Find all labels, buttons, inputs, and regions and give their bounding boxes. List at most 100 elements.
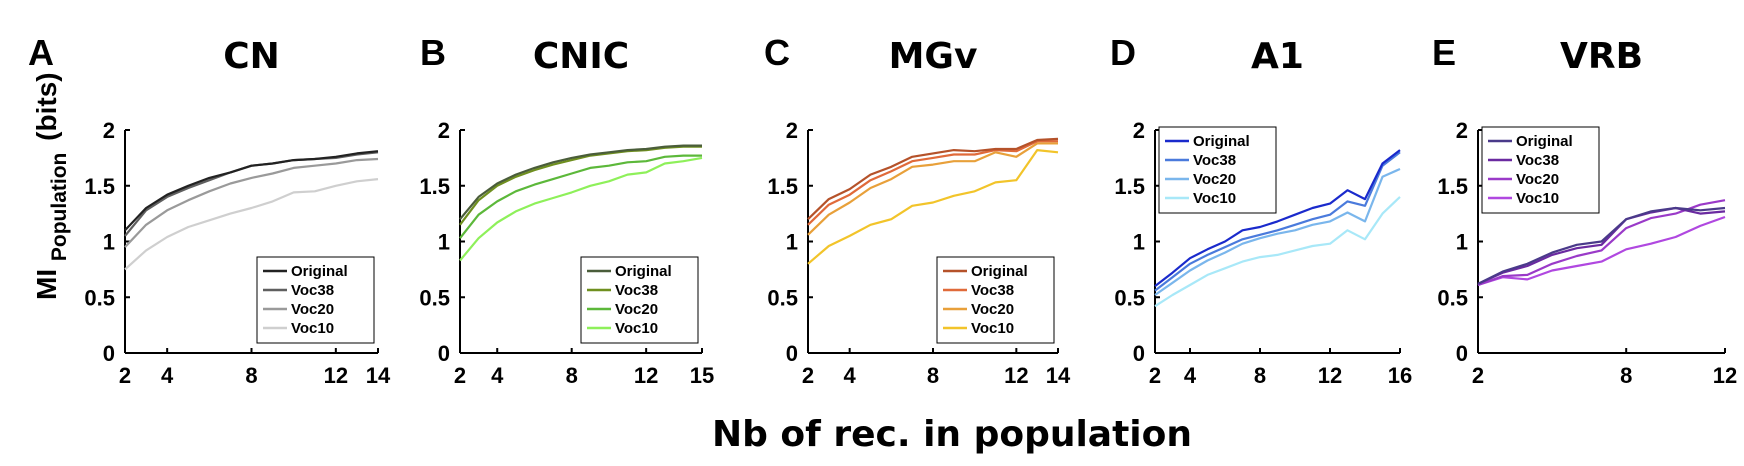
panel-e: E VRB 0 0.5 1 1.5 2 2 8 12 Original Voc38 Voc20 Voc10 [1432, 32, 1737, 388]
x-tick-label: 4 [161, 363, 174, 388]
y-tick-label: 1.5 [84, 174, 115, 199]
y-tick-label: 1.5 [419, 174, 450, 199]
series-line-original [459, 144, 702, 220]
series-line-voc10 [459, 156, 703, 262]
x-tick-label: 8 [1254, 363, 1266, 388]
y-tick-label: 0.5 [767, 285, 798, 310]
x-tick-label: 8 [927, 363, 939, 388]
legend: Original Voc38 Voc20 Voc10 [580, 256, 699, 344]
legend-label: Voc10 [1516, 190, 1559, 207]
legend-label: Voc38 [615, 282, 658, 299]
y-tick-label: 0.5 [419, 285, 450, 310]
x-tick-label: 12 [324, 363, 348, 388]
legend-label: Original [291, 263, 348, 280]
series-line-original [124, 150, 379, 232]
y-axis-label-main: MI [31, 269, 62, 300]
panel-letter: E [1432, 32, 1456, 73]
y-tick-label: 1 [103, 230, 115, 255]
x-tick-label: 12 [1713, 363, 1737, 388]
legend-label: Voc10 [291, 320, 334, 337]
series-line-voc20 [124, 157, 379, 248]
legend-label: Voc20 [1516, 171, 1559, 188]
series-line-voc38 [459, 145, 702, 226]
panel-title: VRB [1560, 36, 1643, 77]
y-tick-label: 2 [1456, 118, 1468, 143]
x-tick-label: 8 [566, 363, 578, 388]
svg-text:MI Population (bit: MI Population (bits) [31, 72, 72, 300]
x-tick-label: 8 [245, 363, 257, 388]
legend-label: Voc20 [971, 301, 1014, 318]
series-line-voc20 [807, 142, 1058, 236]
series-line-original [1154, 149, 1401, 287]
x-tick-label: 12 [634, 363, 658, 388]
x-tick-label: 2 [1472, 363, 1484, 388]
y-tick-label: 0 [786, 341, 798, 366]
series-line-voc10 [124, 178, 379, 271]
series-line-voc20 [459, 154, 702, 239]
legend-label: Original [971, 263, 1028, 280]
y-tick-label: 0 [438, 341, 450, 366]
x-tick-label: 2 [119, 363, 131, 388]
panel-title: A1 [1251, 36, 1304, 77]
legend-label: Voc20 [1193, 171, 1236, 188]
legend-label: Original [1193, 133, 1250, 150]
legend-label: Voc38 [1516, 152, 1559, 169]
x-tick-label: 2 [802, 363, 814, 388]
series-line-original [807, 137, 1059, 220]
y-tick-label: 1 [1456, 230, 1468, 255]
x-tick-label: 14 [366, 363, 391, 388]
y-tick-label: 0 [103, 341, 115, 366]
panel-title: MGv [889, 36, 978, 77]
series-line-voc38 [1477, 206, 1726, 285]
series-line-voc10 [1477, 215, 1726, 287]
legend-label: Voc10 [971, 320, 1014, 337]
y-tick-label: 1 [438, 230, 450, 255]
x-tick-label: 14 [1046, 363, 1071, 388]
series-line-voc38 [1154, 151, 1401, 292]
y-axis-label: MI Population (bits) [31, 72, 72, 300]
x-tick-label: 4 [1184, 363, 1197, 388]
legend-label: Voc38 [971, 282, 1014, 299]
x-tick-label: 2 [454, 363, 466, 388]
y-tick-label: 1 [786, 230, 798, 255]
legend-label: Voc10 [1193, 190, 1236, 207]
series-line-original [1477, 206, 1726, 285]
y-tick-label: 2 [786, 118, 798, 143]
y-tick-label: 0 [1133, 341, 1145, 366]
x-tick-label: 4 [491, 363, 504, 388]
y-tick-label: 2 [438, 118, 450, 143]
x-tick-label: 12 [1318, 363, 1342, 388]
legend: Original Voc38 Voc20 Voc10 [1158, 126, 1277, 214]
x-tick-label: 16 [1388, 363, 1412, 388]
x-axis-label: Nb of rec. in population [712, 414, 1192, 455]
legend-label: Voc38 [291, 282, 334, 299]
legend-label: Voc20 [291, 301, 334, 318]
legend-label: Voc38 [1193, 152, 1236, 169]
series-line-voc20 [1154, 167, 1401, 296]
y-tick-label: 2 [103, 118, 115, 143]
y-axis-label-sub: Population [48, 153, 71, 262]
panel-a: A CN 0 0.5 1 1.5 2 2 4 8 12 14 Original Voc38 Voc20 Voc… [28, 32, 391, 388]
y-tick-label: 0.5 [1114, 285, 1145, 310]
x-tick-label: 15 [690, 363, 714, 388]
series-line-voc38 [807, 140, 1058, 226]
legend-label: Voc10 [615, 320, 658, 337]
panel-letter: B [420, 32, 446, 73]
x-tick-label: 8 [1620, 363, 1632, 388]
panel-letter: A [28, 32, 54, 73]
y-tick-label: 0.5 [1437, 285, 1468, 310]
series-line-voc10 [807, 149, 1059, 265]
y-tick-label: 2 [1133, 118, 1145, 143]
y-tick-label: 0.5 [84, 285, 115, 310]
legend: Original Voc38 Voc20 Voc10 [936, 256, 1055, 344]
legend-label: Original [615, 263, 672, 280]
series-line-voc10 [1154, 196, 1401, 308]
y-axis-label-unit: (bits) [31, 72, 62, 140]
y-tick-label: 1 [1133, 230, 1145, 255]
y-tick-label: 1.5 [1437, 174, 1468, 199]
legend-label: Voc20 [615, 301, 658, 318]
y-tick-label: 1.5 [1114, 174, 1145, 199]
panel-c: C MGv 0 0.5 1 1.5 2 2 4 8 12 14 Original Voc38 Voc20 Vo… [764, 32, 1071, 388]
